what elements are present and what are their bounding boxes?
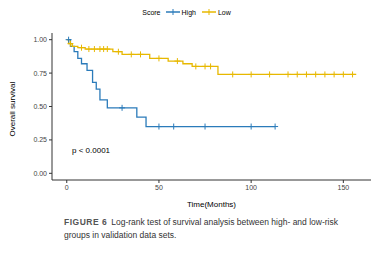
- html-text:p < 0.0001: p < 0.0001: [72, 146, 110, 155]
- svg-text:Time(Months): Time(Months): [187, 200, 236, 209]
- html-text:Score: Score: [142, 8, 161, 16]
- svg-text:100: 100: [245, 184, 257, 191]
- svg-text:0.50: 0.50: [33, 103, 47, 110]
- html-text:FIGURE 6 Log-rank test of surv: FIGURE 6 Log-rank test of survival analy…: [64, 217, 338, 240]
- svg-text:50: 50: [155, 184, 163, 191]
- svg-text:0.25: 0.25: [33, 136, 47, 143]
- svg-text:0.75: 0.75: [33, 70, 47, 77]
- svg-text:150: 150: [337, 184, 349, 191]
- svg-text:1.00: 1.00: [33, 36, 47, 43]
- svg-text:0.00: 0.00: [33, 170, 47, 177]
- html-text:Low: Low: [217, 8, 231, 16]
- svg-text:0: 0: [65, 184, 69, 191]
- svg-text:Overall survival: Overall survival: [8, 82, 17, 137]
- html-text:High: High: [181, 8, 196, 16]
